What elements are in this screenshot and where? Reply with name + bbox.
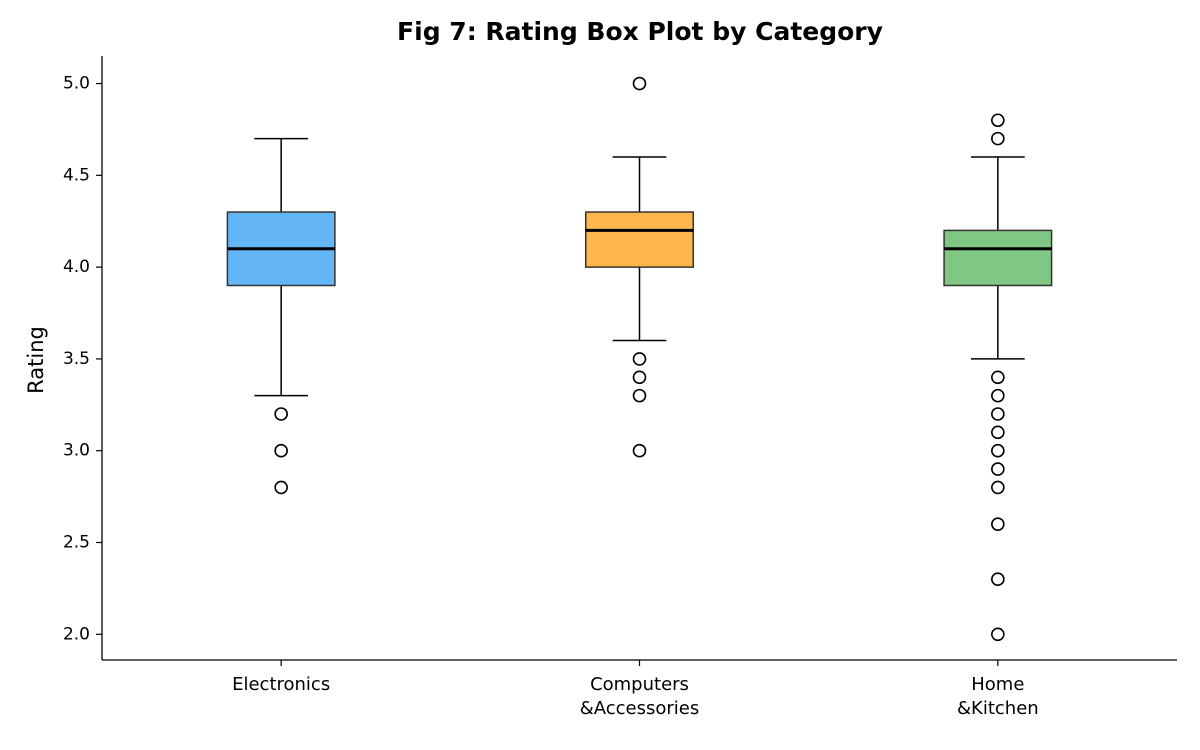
y-tick-label: 2.0 [63,624,90,644]
flier [991,462,1005,476]
flier [274,480,288,495]
flier [991,407,1005,421]
x-tick-label: Home &Kitchen [956,674,1039,719]
chart-title: Fig 7: Rating Box Plot by Category [397,17,883,46]
flier [274,407,288,421]
x-tick-label: Computers &Accessories [579,674,700,719]
y-tick-label: 2.5 [63,533,90,553]
flier [991,388,1005,403]
y-axis-label: Rating [24,326,48,394]
y-tick-label: 5.0 [63,74,90,94]
y-tick-label: 4.5 [63,165,90,185]
flier [632,76,647,91]
flier [632,352,647,366]
y-tick-label: 4.0 [63,257,90,277]
y-tick-label: 3.0 [63,441,90,461]
flier [991,627,1005,642]
flier [274,443,288,458]
flier [991,113,1005,128]
box [943,229,1053,287]
flier [632,388,647,403]
flier [991,370,1005,385]
flier [991,131,1005,146]
flier [991,443,1005,458]
y-tick-label: 3.5 [63,349,90,369]
flier [632,443,647,458]
flier [991,480,1005,495]
x-tick-label: Electronics [232,674,331,695]
flier [991,517,1005,531]
flier [632,370,647,385]
flier [991,572,1005,587]
flier [991,425,1005,440]
box [585,211,694,268]
